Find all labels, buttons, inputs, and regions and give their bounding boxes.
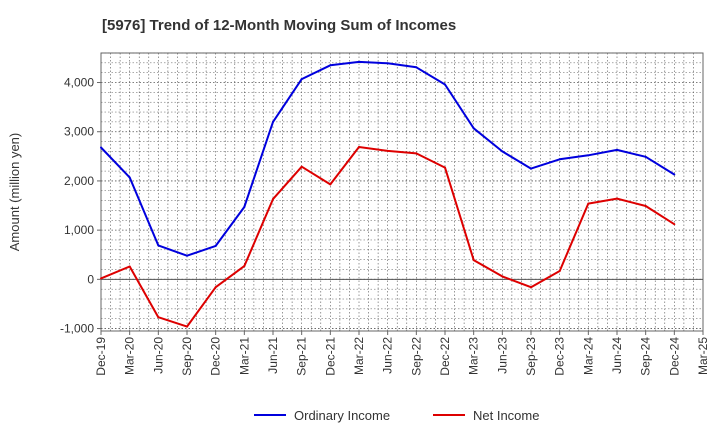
data-point-ordinary-income	[673, 173, 676, 176]
x-tick-label: Mar-21	[237, 337, 251, 375]
data-point-ordinary-income	[501, 150, 504, 153]
plot-area	[100, 52, 704, 332]
y-axis: -1,000 0 1,000 2,000 3,000 4,000	[60, 76, 101, 336]
data-point-net-income	[587, 202, 590, 205]
x-tick-label: Sep-24	[639, 337, 653, 376]
x-tick-label: Jun-23	[495, 337, 509, 374]
x-tick-label: Sep-22	[409, 337, 423, 376]
data-point-net-income	[243, 265, 246, 268]
data-point-net-income	[472, 259, 475, 262]
x-tick-label: Dec-23	[553, 337, 567, 376]
data-point-net-income	[616, 197, 618, 200]
data-point-net-income	[214, 286, 217, 289]
data-point-ordinary-income	[644, 155, 647, 158]
data-point-ordinary-income	[272, 120, 274, 123]
y-tick-label: 3,000	[64, 125, 94, 139]
data-point-net-income	[358, 145, 360, 148]
data-point-ordinary-income	[186, 254, 188, 257]
legend-net-income-label: Net Income	[473, 408, 539, 423]
y-tick-label: 1,000	[64, 223, 94, 237]
y-tick-label: -1,000	[60, 322, 94, 336]
legend: Ordinary Income Net Income	[254, 408, 539, 423]
data-point-net-income	[329, 183, 332, 186]
y-tick-label: 0	[87, 272, 94, 286]
data-point-ordinary-income	[157, 244, 160, 247]
x-tick-label: Dec-21	[323, 337, 337, 376]
y-tick-label: 4,000	[64, 76, 94, 90]
x-axis: Dec-19 Mar-20 Jun-20 Sep-20 Dec-20 Mar-21 Jun-…	[94, 331, 710, 376]
x-tick-label: Mar-23	[467, 337, 481, 375]
x-tick-label: Mar-24	[581, 337, 595, 375]
x-tick-label: Sep-21	[295, 337, 309, 376]
data-point-ordinary-income	[100, 146, 102, 149]
data-point-ordinary-income	[329, 64, 332, 67]
data-point-net-income	[415, 152, 418, 155]
data-point-ordinary-income	[587, 154, 590, 157]
data-point-ordinary-income	[558, 158, 561, 161]
data-point-net-income	[100, 277, 102, 280]
x-tick-label: Dec-19	[94, 337, 108, 376]
data-point-ordinary-income	[214, 244, 217, 247]
x-tick-label: Sep-23	[524, 337, 538, 376]
data-point-ordinary-income	[128, 176, 131, 179]
data-point-net-income	[444, 166, 446, 169]
plot-frame	[100, 52, 704, 332]
x-tick-label: Jun-22	[381, 337, 395, 374]
data-point-ordinary-income	[616, 148, 618, 151]
data-point-net-income	[673, 223, 676, 226]
data-point-ordinary-income	[415, 66, 418, 69]
x-tick-label: Dec-22	[438, 337, 452, 376]
x-tick-label: Mar-20	[123, 337, 137, 375]
data-point-net-income	[644, 205, 647, 208]
data-point-ordinary-income	[358, 60, 360, 63]
x-tick-label: Dec-24	[667, 337, 681, 376]
data-point-ordinary-income	[300, 78, 303, 81]
chart-title: [5976] Trend of 12-Month Moving Sum of I…	[102, 17, 456, 34]
data-point-net-income	[558, 269, 561, 272]
data-point-ordinary-income	[530, 167, 532, 170]
data-point-ordinary-income	[444, 83, 446, 86]
data-point-ordinary-income	[243, 206, 246, 209]
x-tick-label: Jun-20	[151, 337, 165, 374]
y-axis-label: Amount (million yen)	[7, 133, 22, 252]
x-tick-label: Dec-20	[209, 337, 223, 376]
x-tick-label: Mar-25	[696, 337, 710, 375]
data-point-net-income	[157, 316, 160, 319]
data-point-net-income	[272, 198, 274, 201]
data-point-ordinary-income	[472, 127, 475, 130]
data-point-net-income	[501, 275, 504, 278]
data-point-ordinary-income	[386, 62, 389, 65]
legend-ordinary-income-label: Ordinary Income	[294, 408, 390, 423]
data-point-net-income	[386, 149, 389, 152]
x-tick-label: Jun-24	[610, 337, 624, 374]
x-tick-label: Mar-22	[352, 337, 366, 375]
y-tick-label: 2,000	[64, 174, 94, 188]
data-point-net-income	[530, 286, 532, 289]
series-layer	[100, 60, 676, 328]
data-point-net-income	[186, 325, 188, 328]
x-tick-label: Sep-20	[180, 337, 194, 376]
data-point-net-income	[128, 265, 131, 268]
data-point-net-income	[300, 165, 303, 168]
x-tick-label: Jun-21	[266, 337, 280, 374]
